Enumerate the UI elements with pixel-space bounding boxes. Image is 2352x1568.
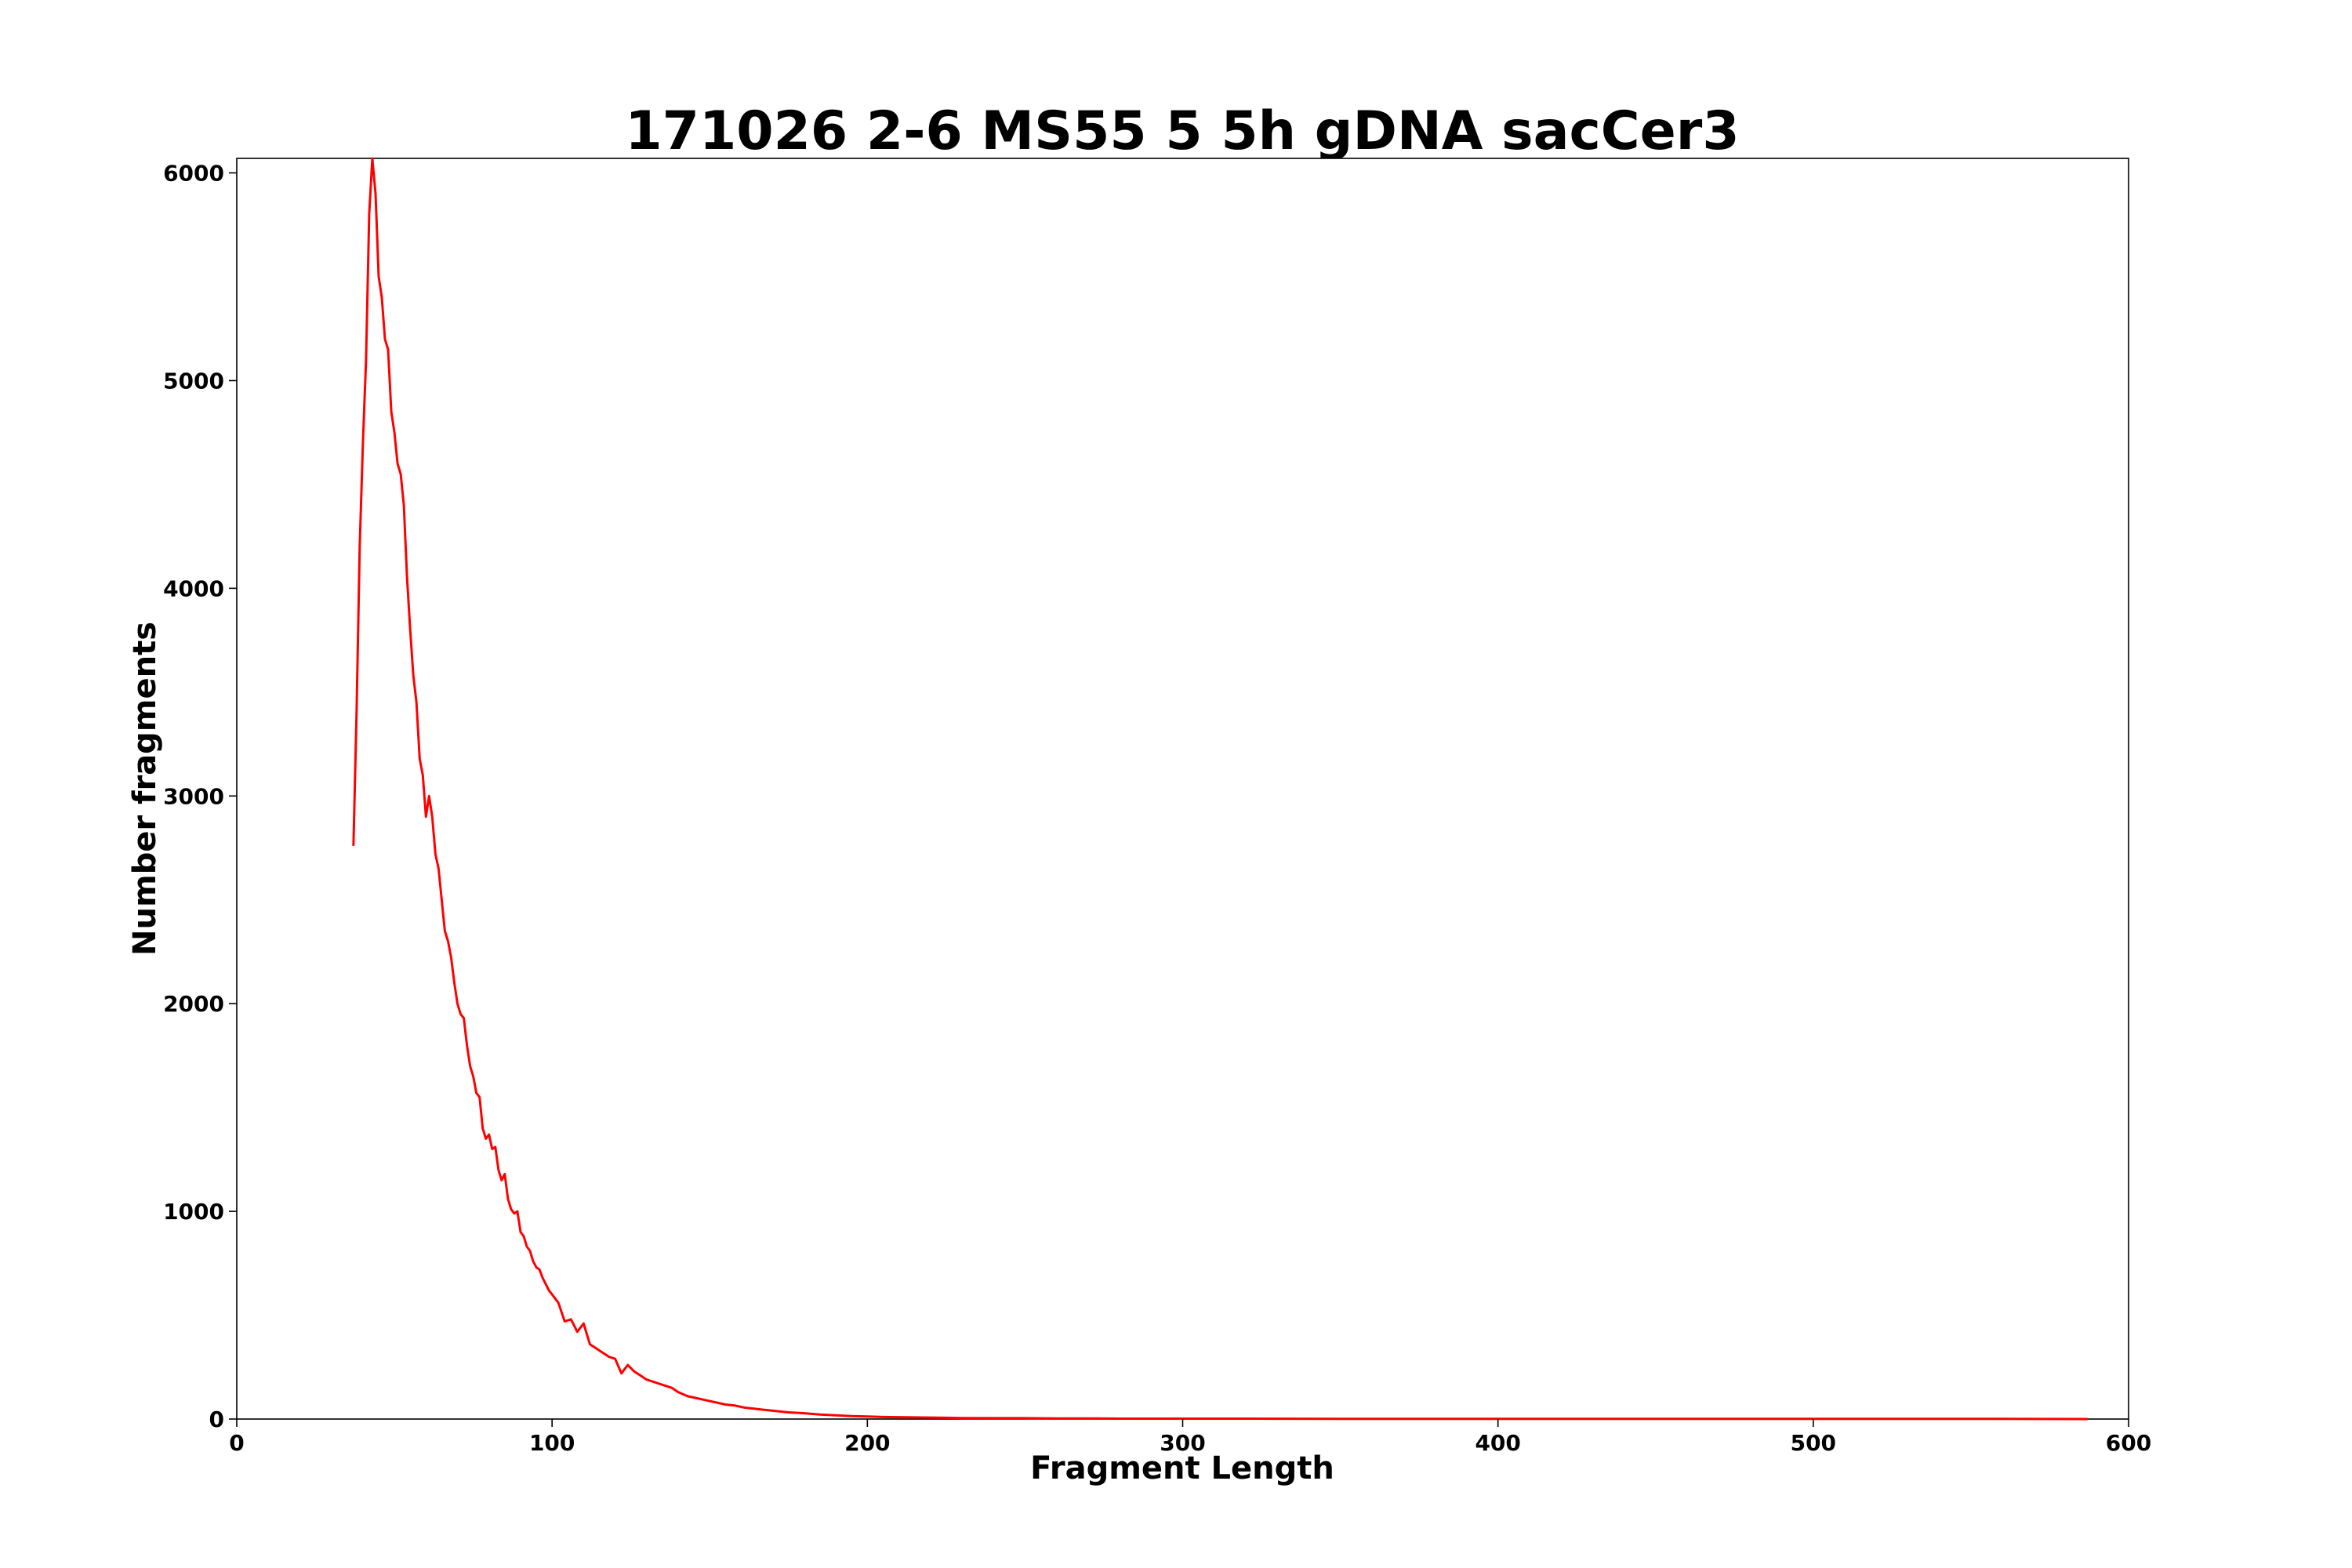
y-tick-label: 3000 bbox=[163, 783, 224, 809]
x-tick-label: 200 bbox=[844, 1430, 890, 1456]
y-tick-label: 0 bbox=[209, 1406, 224, 1432]
y-tick-label: 4000 bbox=[163, 575, 224, 601]
plot-area bbox=[236, 157, 2129, 1421]
chart-title: 171026 2-6 MS55 5 5h gDNA sacCer3 bbox=[625, 100, 1739, 162]
x-axis-label: Fragment Length bbox=[1030, 1450, 1334, 1486]
x-tick-label: 0 bbox=[229, 1430, 244, 1456]
series-line bbox=[352, 157, 2088, 1421]
plot-frame bbox=[236, 158, 2129, 1420]
x-tick-label: 600 bbox=[2106, 1430, 2151, 1456]
x-tick-label: 300 bbox=[1160, 1430, 1205, 1456]
x-tick-label: 400 bbox=[1475, 1430, 1520, 1456]
y-axis-ticks: 0 1000 2000 3000 4000 5000 6000 bbox=[163, 161, 237, 1432]
y-axis-label: Number fragments bbox=[127, 622, 163, 956]
y-tick-label: 6000 bbox=[163, 161, 224, 187]
x-tick-label: 100 bbox=[529, 1430, 575, 1456]
y-tick-label: 1000 bbox=[163, 1199, 224, 1225]
y-tick-label: 5000 bbox=[163, 368, 224, 394]
x-tick-label: 500 bbox=[1791, 1430, 1836, 1456]
y-tick-label: 2000 bbox=[163, 991, 224, 1017]
x-axis-ticks: 0 100 200 300 400 500 600 bbox=[229, 1419, 2151, 1456]
